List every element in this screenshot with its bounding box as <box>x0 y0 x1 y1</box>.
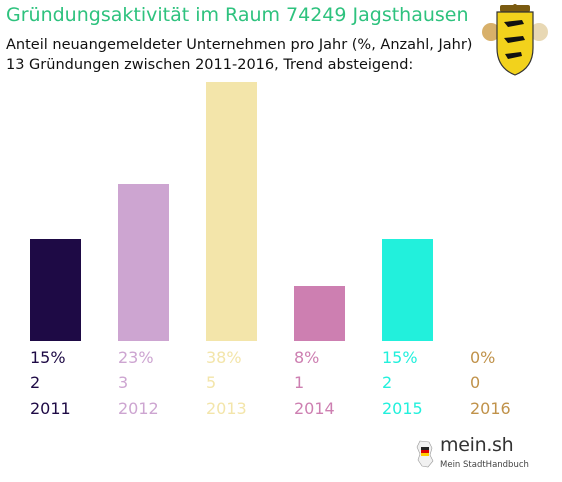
bar-2015 <box>382 239 433 341</box>
count-label-2014: 1 <box>294 373 304 392</box>
percent-label-2016: 0% <box>470 348 495 367</box>
year-label-2013: 2013 <box>206 399 247 418</box>
count-label-2012: 3 <box>118 373 128 392</box>
count-label-2013: 5 <box>206 373 216 392</box>
year-label-2014: 2014 <box>294 399 335 418</box>
percent-label-2013: 38% <box>206 348 242 367</box>
percent-label-2012: 23% <box>118 348 154 367</box>
count-label-2011: 2 <box>30 373 40 392</box>
year-label-2015: 2015 <box>382 399 423 418</box>
count-label-2016: 0 <box>470 373 480 392</box>
percent-label-2015: 15% <box>382 348 418 367</box>
mein-sh-logo[interactable]: mein.sh Mein StadtHandbuch <box>412 433 529 475</box>
percent-label-2011: 15% <box>30 348 66 367</box>
count-label-2015: 2 <box>382 373 392 392</box>
germany-map-pin-icon <box>416 440 434 468</box>
bar-2012 <box>118 184 169 341</box>
year-label-2012: 2012 <box>118 399 159 418</box>
chart-subtitle: Anteil neuangemeldeter Unternehmen pro J… <box>6 37 473 53</box>
percent-label-2014: 8% <box>294 348 319 367</box>
bar-2011 <box>30 239 81 341</box>
year-label-2011: 2011 <box>30 399 71 418</box>
bar-2014 <box>294 286 345 341</box>
chart-title: Gründungsaktivität im Raum 74249 Jagstha… <box>6 4 469 26</box>
year-label-2016: 2016 <box>470 399 511 418</box>
bar-2013 <box>206 82 257 341</box>
logo-name: mein.sh <box>440 434 514 456</box>
baden-wuerttemberg-coat-of-arms-icon <box>478 0 552 80</box>
logo-tagline: Mein StadtHandbuch <box>440 460 529 470</box>
chart-summary: 13 Gründungen zwischen 2011-2016, Trend … <box>6 57 414 73</box>
